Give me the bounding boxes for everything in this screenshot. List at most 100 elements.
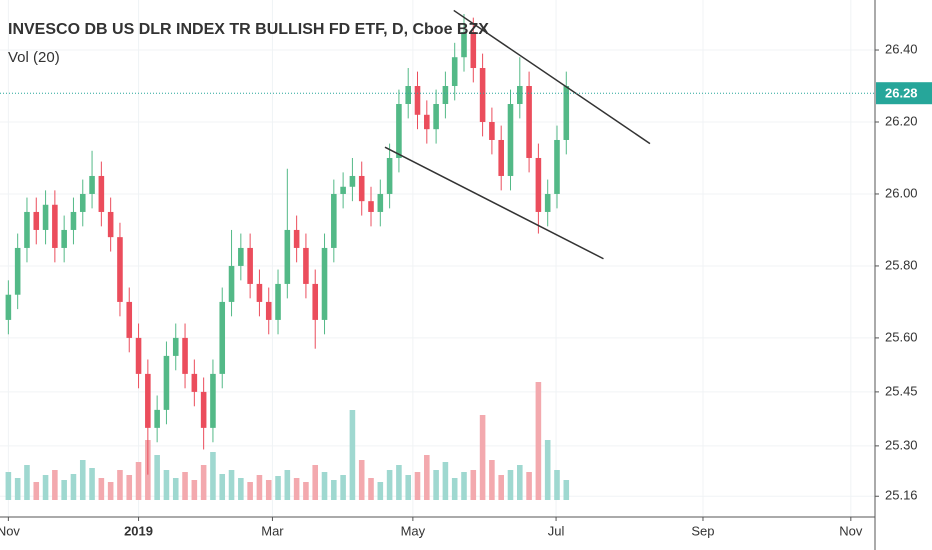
- volume-bar: [228, 470, 235, 500]
- volume-bar: [470, 470, 477, 500]
- trend-line: [453, 9, 651, 145]
- candle-body: [535, 157, 542, 212]
- candle-body: [61, 229, 67, 248]
- volume-bar: [498, 475, 504, 500]
- candle-body: [5, 294, 12, 320]
- volume-bar: [321, 472, 328, 500]
- volume-bar: [265, 480, 272, 500]
- candle-body: [479, 68, 486, 122]
- volume-bar: [256, 475, 263, 500]
- candle-body: [563, 86, 570, 140]
- chart-title: INVESCO DB US DLR INDEX TR BULLISH FD ET…: [8, 21, 489, 38]
- volume-bar: [517, 465, 523, 500]
- candle-body: [358, 175, 365, 202]
- x-tick-label: Sep: [691, 523, 714, 538]
- candle-body: [24, 211, 30, 248]
- volume-bar: [451, 478, 458, 500]
- volume-bar: [61, 480, 67, 500]
- volume-bar: [563, 480, 570, 500]
- volume-bar: [433, 470, 439, 500]
- volume-bar: [52, 470, 58, 500]
- volume-bar: [544, 440, 551, 500]
- candle-body: [414, 86, 421, 115]
- volume-bar: [414, 472, 421, 500]
- axes: 26.40 26.20 26.00 25.80 25.60 25.45 25.30 25.16…: [0, 41, 918, 538]
- volume-bar: [461, 472, 467, 500]
- y-tick-label: 25.60: [885, 329, 918, 344]
- candle-body: [451, 57, 458, 87]
- volume-bar: [154, 455, 160, 500]
- volume-bar: [377, 482, 384, 500]
- candle-body: [293, 229, 300, 248]
- candle-body: [489, 121, 495, 140]
- volume-bar: [293, 478, 300, 500]
- candle-body: [470, 32, 477, 69]
- volume-bar: [386, 470, 393, 500]
- candle-body: [52, 204, 58, 248]
- candle-body: [461, 32, 467, 58]
- volume-bar: [42, 475, 49, 500]
- candle-body: [554, 139, 560, 194]
- candle-body: [154, 409, 160, 428]
- volume-bar: [331, 480, 337, 500]
- volume-bar: [117, 470, 123, 500]
- volume-bar: [79, 460, 86, 500]
- y-tick-label: 26.20: [885, 113, 918, 128]
- volume-bar: [135, 462, 142, 500]
- candles: [5, 14, 570, 475]
- candle-body: [89, 175, 95, 194]
- last-price-box: [876, 82, 932, 105]
- candle-body: [265, 301, 272, 320]
- trend-line: [384, 146, 604, 260]
- volume-bar: [126, 475, 133, 500]
- x-tick-label: 2019: [124, 523, 153, 538]
- candle-body: [256, 283, 263, 302]
- volume-bar: [535, 382, 542, 500]
- candle-body: [396, 104, 402, 158]
- candle-body: [517, 86, 523, 104]
- candle-body: [14, 247, 21, 295]
- volume-bar: [247, 482, 253, 500]
- volume-bar: [554, 470, 560, 500]
- x-tick-label: Nov: [0, 523, 20, 538]
- volume-bar: [238, 478, 244, 500]
- volume-bar: [275, 476, 281, 500]
- candle-body: [405, 86, 411, 104]
- candle-body: [107, 211, 114, 238]
- candle-body: [163, 355, 170, 410]
- candle-body: [172, 337, 179, 356]
- last-price-label: 26.28: [885, 86, 918, 101]
- candle-body: [349, 175, 356, 187]
- candle-body: [544, 193, 551, 212]
- candle-body: [442, 86, 449, 104]
- volume-bar: [182, 472, 188, 500]
- volume-bar: [507, 470, 514, 500]
- candle-body: [386, 157, 393, 194]
- volume-bar: [312, 465, 319, 500]
- volume-bar: [424, 455, 430, 500]
- volume-bar: [349, 410, 356, 500]
- volume-bar: [303, 482, 309, 500]
- volume-bar: [479, 415, 486, 500]
- volume-bar: [442, 462, 449, 500]
- candle-body: [98, 175, 105, 212]
- candle-body: [70, 211, 77, 230]
- volume-bar: [89, 468, 95, 500]
- candle-body: [433, 104, 439, 130]
- candle-body: [331, 193, 337, 248]
- x-tick-label: Nov: [839, 523, 863, 538]
- volume-bar: [284, 470, 291, 500]
- indicator-label: Vol (20): [8, 49, 60, 66]
- x-tick-label: Mar: [261, 523, 284, 538]
- volume-bar: [163, 470, 170, 500]
- candle-body: [79, 193, 86, 212]
- candle-body: [33, 211, 40, 230]
- candle-body: [498, 139, 504, 176]
- candle-body: [340, 186, 346, 194]
- candle-body: [526, 86, 532, 158]
- candle-body: [238, 247, 244, 266]
- candle-body: [377, 193, 384, 212]
- y-tick-label: 26.00: [885, 185, 918, 200]
- volume-bar: [70, 474, 77, 500]
